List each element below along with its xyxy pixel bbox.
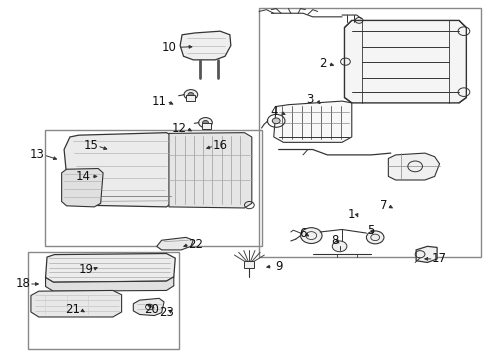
Text: 18: 18 [15,278,30,291]
Text: 8: 8 [330,234,338,247]
Circle shape [198,118,212,128]
Polygon shape [180,31,230,60]
Circle shape [202,121,208,125]
Circle shape [300,228,322,243]
Text: 5: 5 [367,224,374,237]
Text: 20: 20 [144,303,159,316]
Bar [27,252,178,348]
Polygon shape [61,168,103,207]
Bar [259,8,480,257]
Polygon shape [133,298,163,316]
Text: 1: 1 [347,208,355,221]
Text: 16: 16 [212,139,227,152]
Text: 13: 13 [30,148,44,161]
Bar [185,95,194,101]
Text: 4: 4 [269,105,277,118]
Circle shape [183,90,197,100]
Circle shape [331,241,346,252]
Text: 10: 10 [161,41,176,54]
Polygon shape [31,291,122,317]
Text: 6: 6 [299,227,306,240]
Text: 11: 11 [151,95,166,108]
Polygon shape [64,133,178,207]
Polygon shape [344,21,466,103]
Text: 21: 21 [65,303,80,316]
Bar [244,261,254,268]
Text: 22: 22 [188,238,203,251]
Text: 7: 7 [379,199,386,212]
Polygon shape [415,246,436,262]
Polygon shape [157,237,193,250]
Bar [202,123,210,129]
Text: 12: 12 [171,122,186,135]
Text: 3: 3 [306,93,313,106]
Polygon shape [45,253,175,282]
Text: 2: 2 [318,57,325,70]
Polygon shape [45,277,173,291]
Bar [44,130,261,246]
Circle shape [366,231,383,244]
Text: 15: 15 [83,139,98,152]
Text: 17: 17 [431,252,446,265]
Polygon shape [168,133,251,208]
Polygon shape [273,101,351,142]
Text: 9: 9 [274,260,282,273]
Circle shape [272,118,280,124]
Text: 14: 14 [76,170,91,183]
Polygon shape [387,153,439,180]
Text: 19: 19 [79,263,93,276]
Text: 23: 23 [159,306,174,319]
Circle shape [187,93,193,97]
